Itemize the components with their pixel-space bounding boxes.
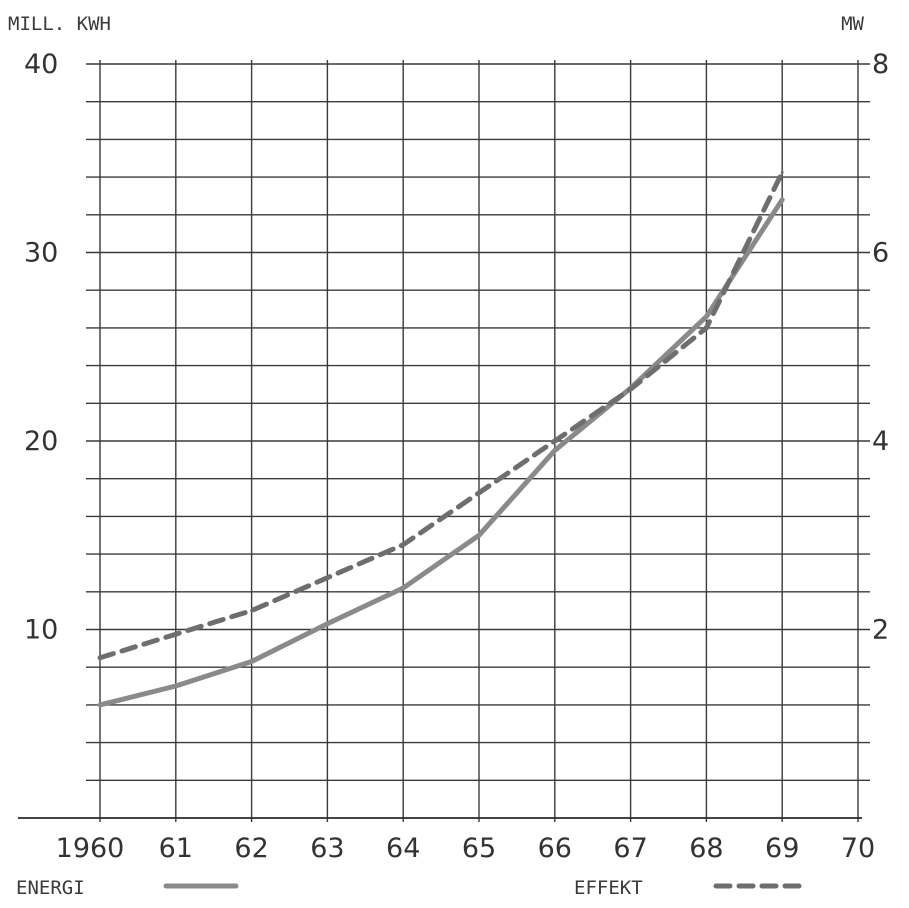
left-tick-labels: 10 20 30 40 [24,49,58,646]
left-tick-label: 10 [24,615,58,646]
right-tick-labels: 2 4 6 8 [872,49,889,646]
data-point-effekt [401,543,405,547]
data-point-effekt [477,491,481,495]
data-point-energi [477,533,481,537]
data-point-energi [704,315,708,319]
right-tick-label: 2 [872,615,889,646]
right-tick-label: 6 [872,238,889,269]
x-tick-label: 68 [689,833,723,864]
right-tick-label: 8 [872,49,889,80]
data-point-energi [401,586,405,590]
x-tick-labels: 1960 61 62 63 64 65 66 67 68 69 70 [56,833,876,864]
left-tick-label: 20 [24,426,58,457]
series-line-effekt [97,169,785,661]
data-point-effekt [704,326,708,330]
data-point-effekt [98,656,102,660]
x-tick-label: 1960 [56,833,125,864]
right-tick-label: 4 [872,426,889,457]
x-tick-label: 62 [234,833,268,864]
data-point-effekt [325,576,329,580]
x-tick-label: 70 [841,833,875,864]
left-tick-label: 30 [24,238,58,269]
data-point-energi [98,703,102,707]
data-point-effekt [629,387,633,391]
data-point-effekt [174,632,178,636]
data-point-effekt [780,170,784,174]
legend-label-effekt: EFFEKT [574,877,643,899]
data-point-effekt [553,439,557,443]
series-line-energi [97,197,785,708]
x-tick-label: 64 [386,833,420,864]
left-tick-label: 40 [24,49,58,80]
right-axis-label: MW [841,13,864,35]
legend: ENERGI EFFEKT [16,877,805,899]
data-point-energi [250,660,254,664]
legend-label-energi: ENERGI [16,877,85,899]
data-point-energi [325,622,329,626]
data-point-effekt [250,609,254,613]
data-point-energi [780,198,784,202]
x-tick-label: 63 [310,833,344,864]
x-tick-label: 67 [613,833,647,864]
x-tick-label: 66 [538,833,572,864]
x-tick-label: 61 [159,833,193,864]
grid [18,60,870,822]
x-tick-label: 69 [765,833,799,864]
series-lines [97,169,785,708]
data-point-energi [553,448,557,452]
data-point-energi [174,684,178,688]
left-axis-label: MILL. KWH [8,13,111,35]
x-tick-label: 65 [462,833,496,864]
